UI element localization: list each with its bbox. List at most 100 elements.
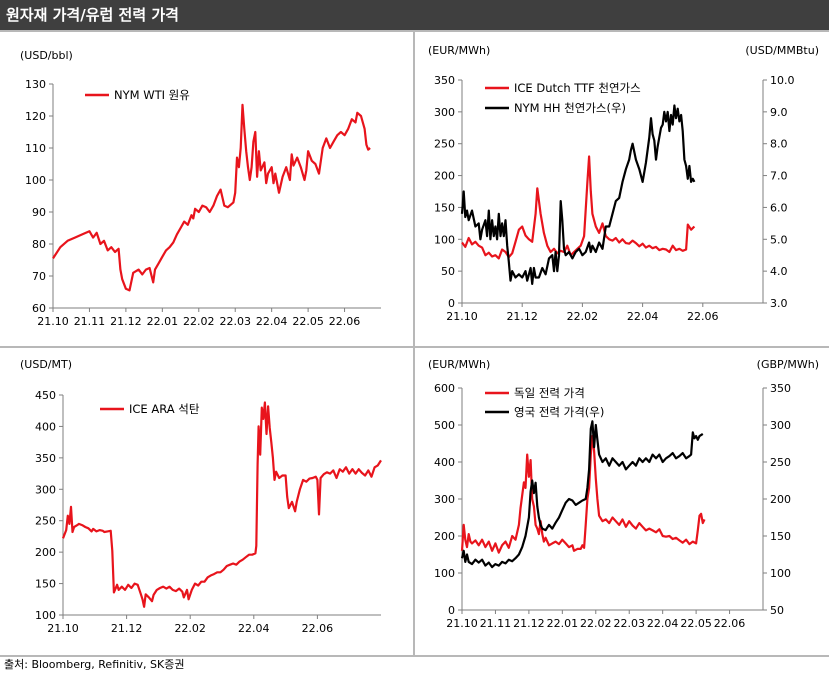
y-axis-unit-right: (USD/MMBtu) — [745, 44, 819, 57]
y-tick-label-left: 110 — [25, 142, 46, 155]
y-tick-label-right: 250 — [770, 456, 791, 469]
chart-panel-wti: (USD/bbl) 60 70 80 90 100 110 120 130 21.10 21.11 2… — [0, 32, 413, 346]
y-tick-label-right: 50 — [770, 604, 784, 617]
x-tick-label: 21.11 — [480, 617, 512, 630]
y-tick-label-left: 100 — [25, 174, 46, 187]
y-tick-label-left: 350 — [434, 74, 455, 87]
y-tick-label-right: 350 — [770, 382, 791, 395]
x-tick-label: 21.10 — [446, 310, 478, 323]
natural-gas-chart: (EUR/MWh) (USD/MMBtu) 0 50 100 150 200 250 300 35… — [428, 44, 819, 323]
x-tick-label: 21.11 — [74, 315, 106, 328]
y-tick-label-left: 150 — [35, 578, 56, 591]
y-tick-label-right: 150 — [770, 530, 791, 543]
source-note: 출처: Bloomberg, Refinitiv, SK증권 — [4, 658, 185, 671]
y-tick-label-right: 3.0 — [770, 297, 788, 310]
x-tick-label: 22.03 — [613, 617, 645, 630]
y-tick-label-right: 100 — [770, 567, 791, 580]
x-tick-label: 22.02 — [567, 310, 599, 323]
series-line-0 — [460, 434, 706, 554]
power-price-chart: (EUR/MWh) (GBP/MWh) 0 100 200 300 400 500 600 50 1… — [428, 358, 819, 630]
x-tick-label: 22.04 — [238, 622, 270, 635]
y-tick-label-left: 250 — [35, 515, 56, 528]
x-tick-label: 22.04 — [256, 315, 288, 328]
y-tick-label-left: 130 — [25, 78, 46, 91]
legend-label-0: 독일 전력 가격 — [514, 386, 585, 400]
y-tick-label-left: 400 — [434, 456, 455, 469]
legend-label-1: 영국 전력 가격(우) — [514, 405, 604, 419]
y-tick-label-left: 350 — [35, 452, 56, 465]
y-tick-label-left: 50 — [441, 265, 455, 278]
y-tick-label-left: 90 — [32, 206, 46, 219]
chart-panel-natural-gas: (EUR/MWh) (USD/MMBtu) 0 50 100 150 200 250 300 35… — [415, 32, 829, 346]
y-tick-label-left: 80 — [32, 238, 46, 251]
x-tick-label: 22.04 — [627, 310, 659, 323]
y-tick-label-right: 200 — [770, 493, 791, 506]
x-tick-label: 21.10 — [446, 617, 478, 630]
divider-middle — [0, 346, 829, 348]
report-header: 원자재 가격/유럽 전력 가격 — [0, 0, 829, 30]
y-tick-label-left: 300 — [35, 483, 56, 496]
y-tick-label-left: 400 — [35, 420, 56, 433]
x-tick-label: 22.02 — [580, 617, 612, 630]
series-line-0 — [461, 155, 696, 260]
y-tick-label-left: 150 — [434, 201, 455, 214]
y-tick-label-left: 250 — [434, 138, 455, 151]
y-tick-label-left: 100 — [35, 609, 56, 622]
x-tick-label: 22.02 — [183, 315, 215, 328]
y-axis-unit-right: (GBP/MWh) — [757, 358, 819, 371]
y-tick-label-left: 300 — [434, 493, 455, 506]
y-tick-label-left: 120 — [25, 110, 46, 123]
series-line-1 — [460, 104, 696, 285]
x-tick-label: 22.06 — [714, 617, 746, 630]
y-tick-label-right: 10.0 — [770, 74, 795, 87]
coal-chart: (USD/MT) 100 150 200 250 300 350 400 450 21.10 21.… — [20, 358, 382, 635]
wti-chart: (USD/bbl) 60 70 80 90 100 110 120 130 21.10 21.11 2… — [20, 49, 381, 328]
x-tick-label: 21.12 — [110, 315, 142, 328]
x-tick-label: 21.12 — [513, 617, 545, 630]
x-tick-label: 21.12 — [506, 310, 538, 323]
y-axis-unit-left: (EUR/MWh) — [428, 44, 490, 57]
x-tick-label: 22.05 — [680, 617, 712, 630]
y-tick-label-left: 200 — [434, 170, 455, 183]
y-axis-unit-left: (EUR/MWh) — [428, 358, 490, 371]
x-tick-label: 22.06 — [329, 315, 361, 328]
y-tick-label-left: 100 — [434, 567, 455, 580]
page-title: 원자재 가격/유럽 전력 가격 — [6, 6, 179, 24]
series-line-0 — [61, 401, 382, 608]
legend-label-0: NYM WTI 원유 — [114, 88, 190, 102]
x-tick-label: 22.01 — [547, 617, 579, 630]
y-tick-label-left: 60 — [32, 302, 46, 315]
y-tick-label-right: 7.0 — [770, 170, 788, 183]
series-line-0 — [52, 103, 371, 292]
x-tick-label: 21.10 — [47, 622, 79, 635]
y-tick-label-left: 0 — [448, 604, 455, 617]
divider-vertical — [413, 30, 415, 656]
y-tick-label-left: 500 — [434, 419, 455, 432]
y-tick-label-right: 300 — [770, 419, 791, 432]
y-tick-label-left: 0 — [448, 297, 455, 310]
x-tick-label: 22.04 — [647, 617, 679, 630]
y-tick-label-left: 200 — [434, 530, 455, 543]
y-tick-label-right: 8.0 — [770, 138, 788, 151]
legend-label-1: NYM HH 천연가스(우) — [514, 101, 626, 115]
legend-label-0: ICE Dutch TTF 천연가스 — [514, 81, 641, 95]
legend-label-0: ICE ARA 석탄 — [129, 402, 200, 416]
y-tick-label-left: 300 — [434, 106, 455, 119]
y-tick-label-left: 200 — [35, 546, 56, 559]
chart-panel-power: (EUR/MWh) (GBP/MWh) 0 100 200 300 400 500 600 50 1… — [415, 348, 829, 655]
y-tick-label-left: 100 — [434, 233, 455, 246]
y-tick-label-left: 450 — [35, 389, 56, 402]
y-tick-label-right: 9.0 — [770, 106, 788, 119]
x-tick-label: 22.06 — [302, 622, 334, 635]
y-tick-label-right: 6.0 — [770, 201, 788, 214]
series-line-1 — [460, 420, 704, 569]
divider-bottom — [0, 655, 829, 657]
x-tick-label: 21.12 — [111, 622, 143, 635]
x-tick-label: 22.03 — [219, 315, 251, 328]
y-tick-label-right: 5.0 — [770, 233, 788, 246]
x-tick-label: 21.10 — [37, 315, 69, 328]
y-tick-label-left: 70 — [32, 270, 46, 283]
x-tick-label: 22.02 — [174, 622, 206, 635]
x-tick-label: 22.06 — [687, 310, 719, 323]
x-tick-label: 22.01 — [147, 315, 179, 328]
